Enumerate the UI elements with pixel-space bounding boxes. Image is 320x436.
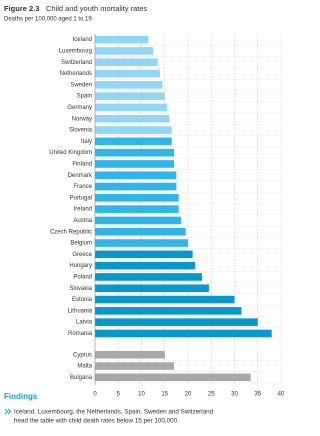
bar [95, 373, 251, 382]
y-tick-label: Portugal [70, 195, 92, 201]
bar [95, 148, 175, 157]
document: Figure 2.3 Child and youth mortality rat… [4, 4, 285, 425]
bar [95, 114, 170, 123]
bar [95, 295, 235, 304]
y-tick-label: Belgium [70, 241, 92, 247]
y-tick-label: Luxembourg [59, 49, 92, 55]
y-tick-label: Denmark [68, 173, 93, 179]
bar [95, 216, 182, 225]
x-tick-label: 20 [185, 392, 192, 398]
bar [95, 103, 168, 112]
y-tick-label: Greece [72, 252, 92, 258]
y-tick-label: Malta [77, 364, 92, 370]
bar [95, 126, 172, 134]
page: {"chart_data": {"type": "barh", "figure_… [4, 3, 285, 425]
bar [95, 227, 186, 236]
y-tick-label: Iceland [73, 37, 92, 43]
bar [95, 35, 149, 44]
y-tick-label: United Kingdom [49, 150, 92, 156]
y-tick-label: France [73, 184, 92, 190]
bar [95, 205, 179, 213]
bar [95, 194, 179, 202]
chart-title: Child and youth mortality rates [46, 4, 148, 13]
y-tick-label: Bulgaria [70, 375, 93, 381]
figure-label: Figure 2.3 [4, 4, 39, 13]
bar [95, 58, 158, 67]
y-tick-label: Cyprus [73, 352, 92, 358]
x-tick-label: 40 [278, 392, 285, 398]
y-tick-label: Netherlands [60, 71, 92, 77]
bar [95, 81, 163, 89]
y-tick-label: Austria [73, 218, 92, 224]
y-tick-label: Latvia [76, 320, 93, 326]
y-tick-label: Czech Republic [50, 229, 92, 235]
x-tick-label: 15 [161, 392, 168, 398]
findings-line: Iceland, Luxembourg, the Netherlands, Sp… [14, 409, 214, 416]
bar [95, 92, 165, 100]
y-tick-label: Switzerland [61, 60, 92, 66]
bullet-icon [4, 408, 12, 415]
findings-heading: Findings [4, 392, 38, 401]
x-tick-label: 10 [138, 392, 145, 398]
bar [95, 350, 165, 359]
x-tick-label: 0 [93, 392, 97, 398]
chart-subtitle: Deaths per 100,000 aged 1 to 19 [4, 17, 92, 23]
bar [95, 318, 258, 326]
bar [95, 69, 161, 78]
y-tick-label: Slovakia [69, 286, 92, 292]
x-tick-label: 5 [117, 392, 121, 398]
y-tick-label: Poland [73, 275, 92, 281]
y-tick-label: Germany [67, 105, 92, 111]
x-tick-label: 30 [231, 392, 238, 398]
x-tick-label: 25 [208, 392, 215, 398]
findings-line: head the table with child death rates be… [14, 418, 179, 425]
y-tick-label: Hungary [69, 263, 92, 269]
y-tick-label: Sweden [70, 82, 92, 88]
y-tick-label: Romania [68, 331, 93, 337]
bar [95, 261, 195, 270]
bar [95, 250, 193, 259]
y-tick-label: Estonia [72, 297, 93, 303]
bar [95, 273, 202, 281]
y-tick-label: Spain [77, 94, 92, 100]
y-tick-label: Lithuania [68, 308, 93, 314]
bar [95, 307, 242, 315]
bar [95, 239, 188, 247]
bar [95, 137, 172, 146]
y-tick-label: Norway [72, 116, 92, 122]
bar [95, 182, 177, 191]
bar [95, 160, 175, 168]
y-tick-label: Ireland [74, 207, 92, 213]
x-tick-label: 35 [254, 392, 261, 398]
bar [95, 329, 272, 338]
bar [95, 284, 209, 293]
bar [95, 47, 154, 55]
y-tick-label: Finland [72, 162, 92, 168]
y-tick-label: Slovenia [69, 128, 93, 134]
bar [95, 362, 175, 370]
bar [95, 171, 177, 180]
y-tick-label: Italy [81, 139, 92, 145]
